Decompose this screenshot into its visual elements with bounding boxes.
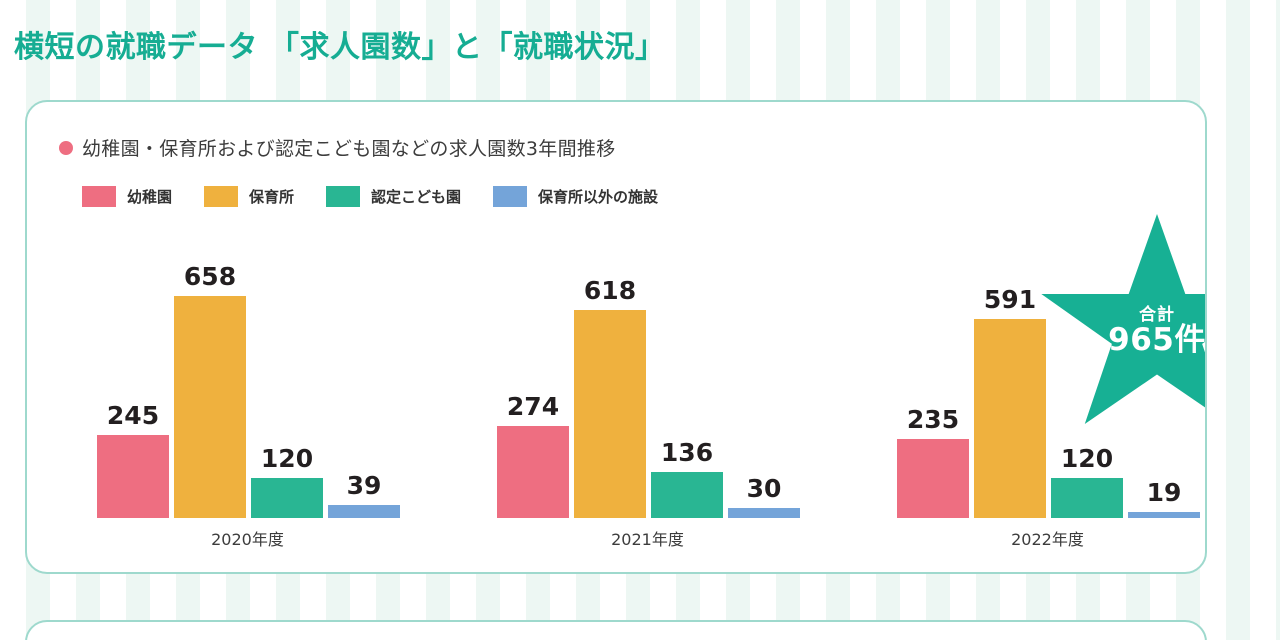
legend-item: 保育所以外の施設 <box>493 186 658 207</box>
legend-label: 保育所 <box>249 188 295 206</box>
bar-group-bars: 274 618 136 30 <box>497 218 805 518</box>
bar-item[interactable]: 19 <box>1128 218 1200 518</box>
bar-rect[interactable] <box>251 478 323 518</box>
legend-swatch-icon <box>204 186 239 207</box>
bar-item[interactable]: 245 <box>97 218 169 518</box>
bullet-dot-icon <box>59 140 73 155</box>
bar-value-label: 618 <box>583 276 637 305</box>
legend-label: 幼稚園 <box>127 188 173 206</box>
legend-item: 認定こども園 <box>326 186 461 207</box>
x-axis-label: 2020年度 <box>211 530 284 549</box>
bar-item[interactable]: 39 <box>328 218 400 518</box>
chart-subtitle: 幼稚園・保育所および認定こども園などの求人園数3年間推移 <box>82 138 616 160</box>
bar-value-label: 120 <box>260 444 314 473</box>
secondary-card <box>25 620 1207 640</box>
bar-chart-plot: 245 658 120 39 2020年度 274 618 136 30 2021年度 235 591… <box>27 102 1205 572</box>
bar-item[interactable]: 120 <box>251 218 323 518</box>
bar-item[interactable]: 235 <box>897 218 969 518</box>
x-axis-label: 2022年度 <box>1011 530 1084 549</box>
bar-rect[interactable] <box>651 472 723 518</box>
bar-rect[interactable] <box>574 310 646 518</box>
bar-value-label: 245 <box>106 401 160 430</box>
x-axis-label: 2021年度 <box>611 530 684 549</box>
bar-rect[interactable] <box>1051 478 1123 518</box>
bar-group-bars: 235 591 120 19 <box>897 218 1205 518</box>
bar-rect[interactable] <box>174 296 246 518</box>
page-title: 横短の就職データ 「求人園数」と「就職状況」 <box>14 30 666 65</box>
bar-item[interactable]: 120 <box>1051 218 1123 518</box>
bar-value-label: 120 <box>1060 444 1114 473</box>
bar-item[interactable]: 274 <box>497 218 569 518</box>
legend-label: 保育所以外の施設 <box>538 188 659 206</box>
legend-item: 幼稚園 <box>82 186 172 207</box>
bar-value-label: 274 <box>506 392 560 421</box>
bar-rect[interactable] <box>728 508 800 518</box>
legend-swatch-icon <box>493 186 528 207</box>
bar-rect[interactable] <box>974 319 1046 518</box>
bar-value-label: 136 <box>660 438 714 467</box>
bar-value-label: 30 <box>746 474 782 503</box>
bar-value-label: 658 <box>183 262 237 291</box>
chart-subtitle-row: 幼稚園・保育所および認定こども園などの求人園数3年間推移 <box>59 134 616 161</box>
bar-item[interactable]: 658 <box>174 218 246 518</box>
bar-item[interactable]: 591 <box>974 218 1046 518</box>
chart-legend: 幼稚園 保育所 認定こども園 保育所以外の施設 <box>82 186 690 207</box>
jobs-chart-card: 幼稚園・保育所および認定こども園などの求人園数3年間推移 幼稚園 保育所 認定こども… <box>25 100 1207 574</box>
bar-value-label: 39 <box>346 471 382 500</box>
bar-item[interactable]: 30 <box>728 218 800 518</box>
bar-item[interactable]: 618 <box>574 218 646 518</box>
bar-rect[interactable] <box>97 435 169 518</box>
legend-swatch-icon <box>326 186 361 207</box>
bar-rect[interactable] <box>328 505 400 518</box>
legend-item: 保育所 <box>204 186 294 207</box>
bar-value-label: 19 <box>1146 478 1182 507</box>
bar-rect[interactable] <box>897 439 969 518</box>
bar-item[interactable]: 136 <box>651 218 723 518</box>
bar-rect[interactable] <box>1128 512 1200 518</box>
bar-value-label: 235 <box>906 405 960 434</box>
legend-swatch-icon <box>82 186 116 207</box>
bar-value-label: 591 <box>983 285 1037 314</box>
bar-rect[interactable] <box>497 426 569 518</box>
legend-label: 認定こども園 <box>371 188 462 206</box>
bar-group-bars: 245 658 120 39 <box>97 218 405 518</box>
